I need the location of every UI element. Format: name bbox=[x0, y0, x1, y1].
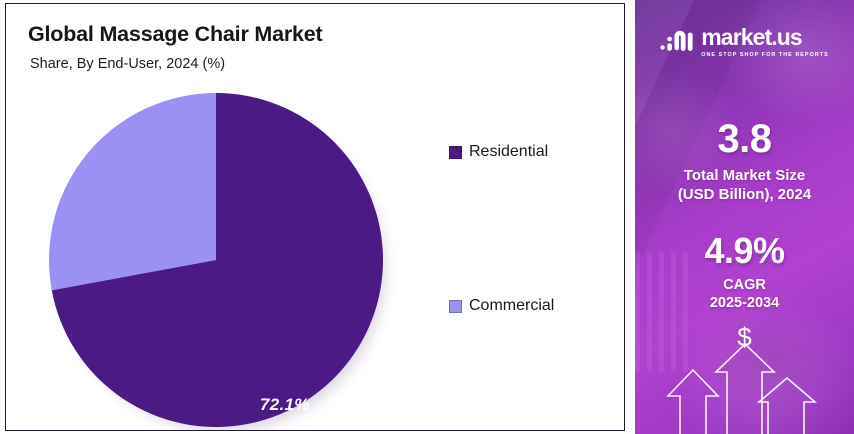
cagr-caption-line2: 2025-2034 bbox=[709, 295, 780, 312]
page-title: Global Massage Chair Market bbox=[28, 22, 323, 46]
cagr-stat: 4.9% CAGR 2025-2034 bbox=[635, 232, 854, 313]
legend-swatch-residential bbox=[449, 145, 462, 159]
market-size-value: 3.8 bbox=[717, 117, 772, 161]
market-size-caption-line2: (USD Billion), 2024 bbox=[677, 186, 812, 204]
pie-slice-label-residential: 72.1% bbox=[260, 395, 310, 414]
pie-chart: 72.1% bbox=[48, 92, 390, 430]
chart-panel: Global Massage Chair Market Share, By En… bbox=[5, 3, 625, 431]
pie-slice-commercial[interactable] bbox=[48, 93, 216, 291]
brand-tagline: ONE STOP SHOP FOR THE REPORTS bbox=[701, 52, 829, 58]
legend-swatch-commercial bbox=[449, 299, 462, 313]
cagr-value: 4.9% bbox=[704, 230, 785, 271]
legend-item-commercial[interactable]: Commercial bbox=[449, 297, 554, 315]
growth-arrows: $ bbox=[635, 324, 854, 434]
cagr-caption-line1: CAGR bbox=[723, 276, 766, 293]
pie-slice-residential[interactable] bbox=[51, 93, 384, 427]
growth-arrows-icon bbox=[666, 342, 818, 434]
market-size-caption: Total Market Size (USD Billion), 2024 bbox=[635, 166, 854, 204]
market-us-logo-icon bbox=[660, 30, 693, 51]
market-size-caption-line1: Total Market Size bbox=[683, 167, 806, 184]
cagr-caption: CAGR 2025-2034 bbox=[635, 276, 854, 313]
legend-label-residential: Residential bbox=[469, 143, 549, 160]
brand-logo-text: market.us ONE STOP SHOP FOR THE REPORTS bbox=[701, 24, 829, 59]
brand-wordmark: market.us bbox=[701, 24, 802, 50]
legend-item-residential[interactable]: Residential bbox=[449, 143, 548, 161]
legend-label-commercial: Commercial bbox=[469, 297, 555, 314]
market-size-stat: 3.8 Total Market Size (USD Billion), 202… bbox=[635, 118, 854, 204]
pie-svg bbox=[48, 93, 384, 427]
dollar-icon: $ bbox=[737, 322, 752, 352]
chart-legend: Residential Commercial bbox=[449, 4, 619, 430]
chart-subtitle: Share, By End-User, 2024 (%) bbox=[30, 56, 226, 72]
brand-panel: market.us ONE STOP SHOP FOR THE REPORTS … bbox=[635, 0, 854, 434]
brand-logo: market.us ONE STOP SHOP FOR THE REPORTS bbox=[635, 26, 854, 58]
